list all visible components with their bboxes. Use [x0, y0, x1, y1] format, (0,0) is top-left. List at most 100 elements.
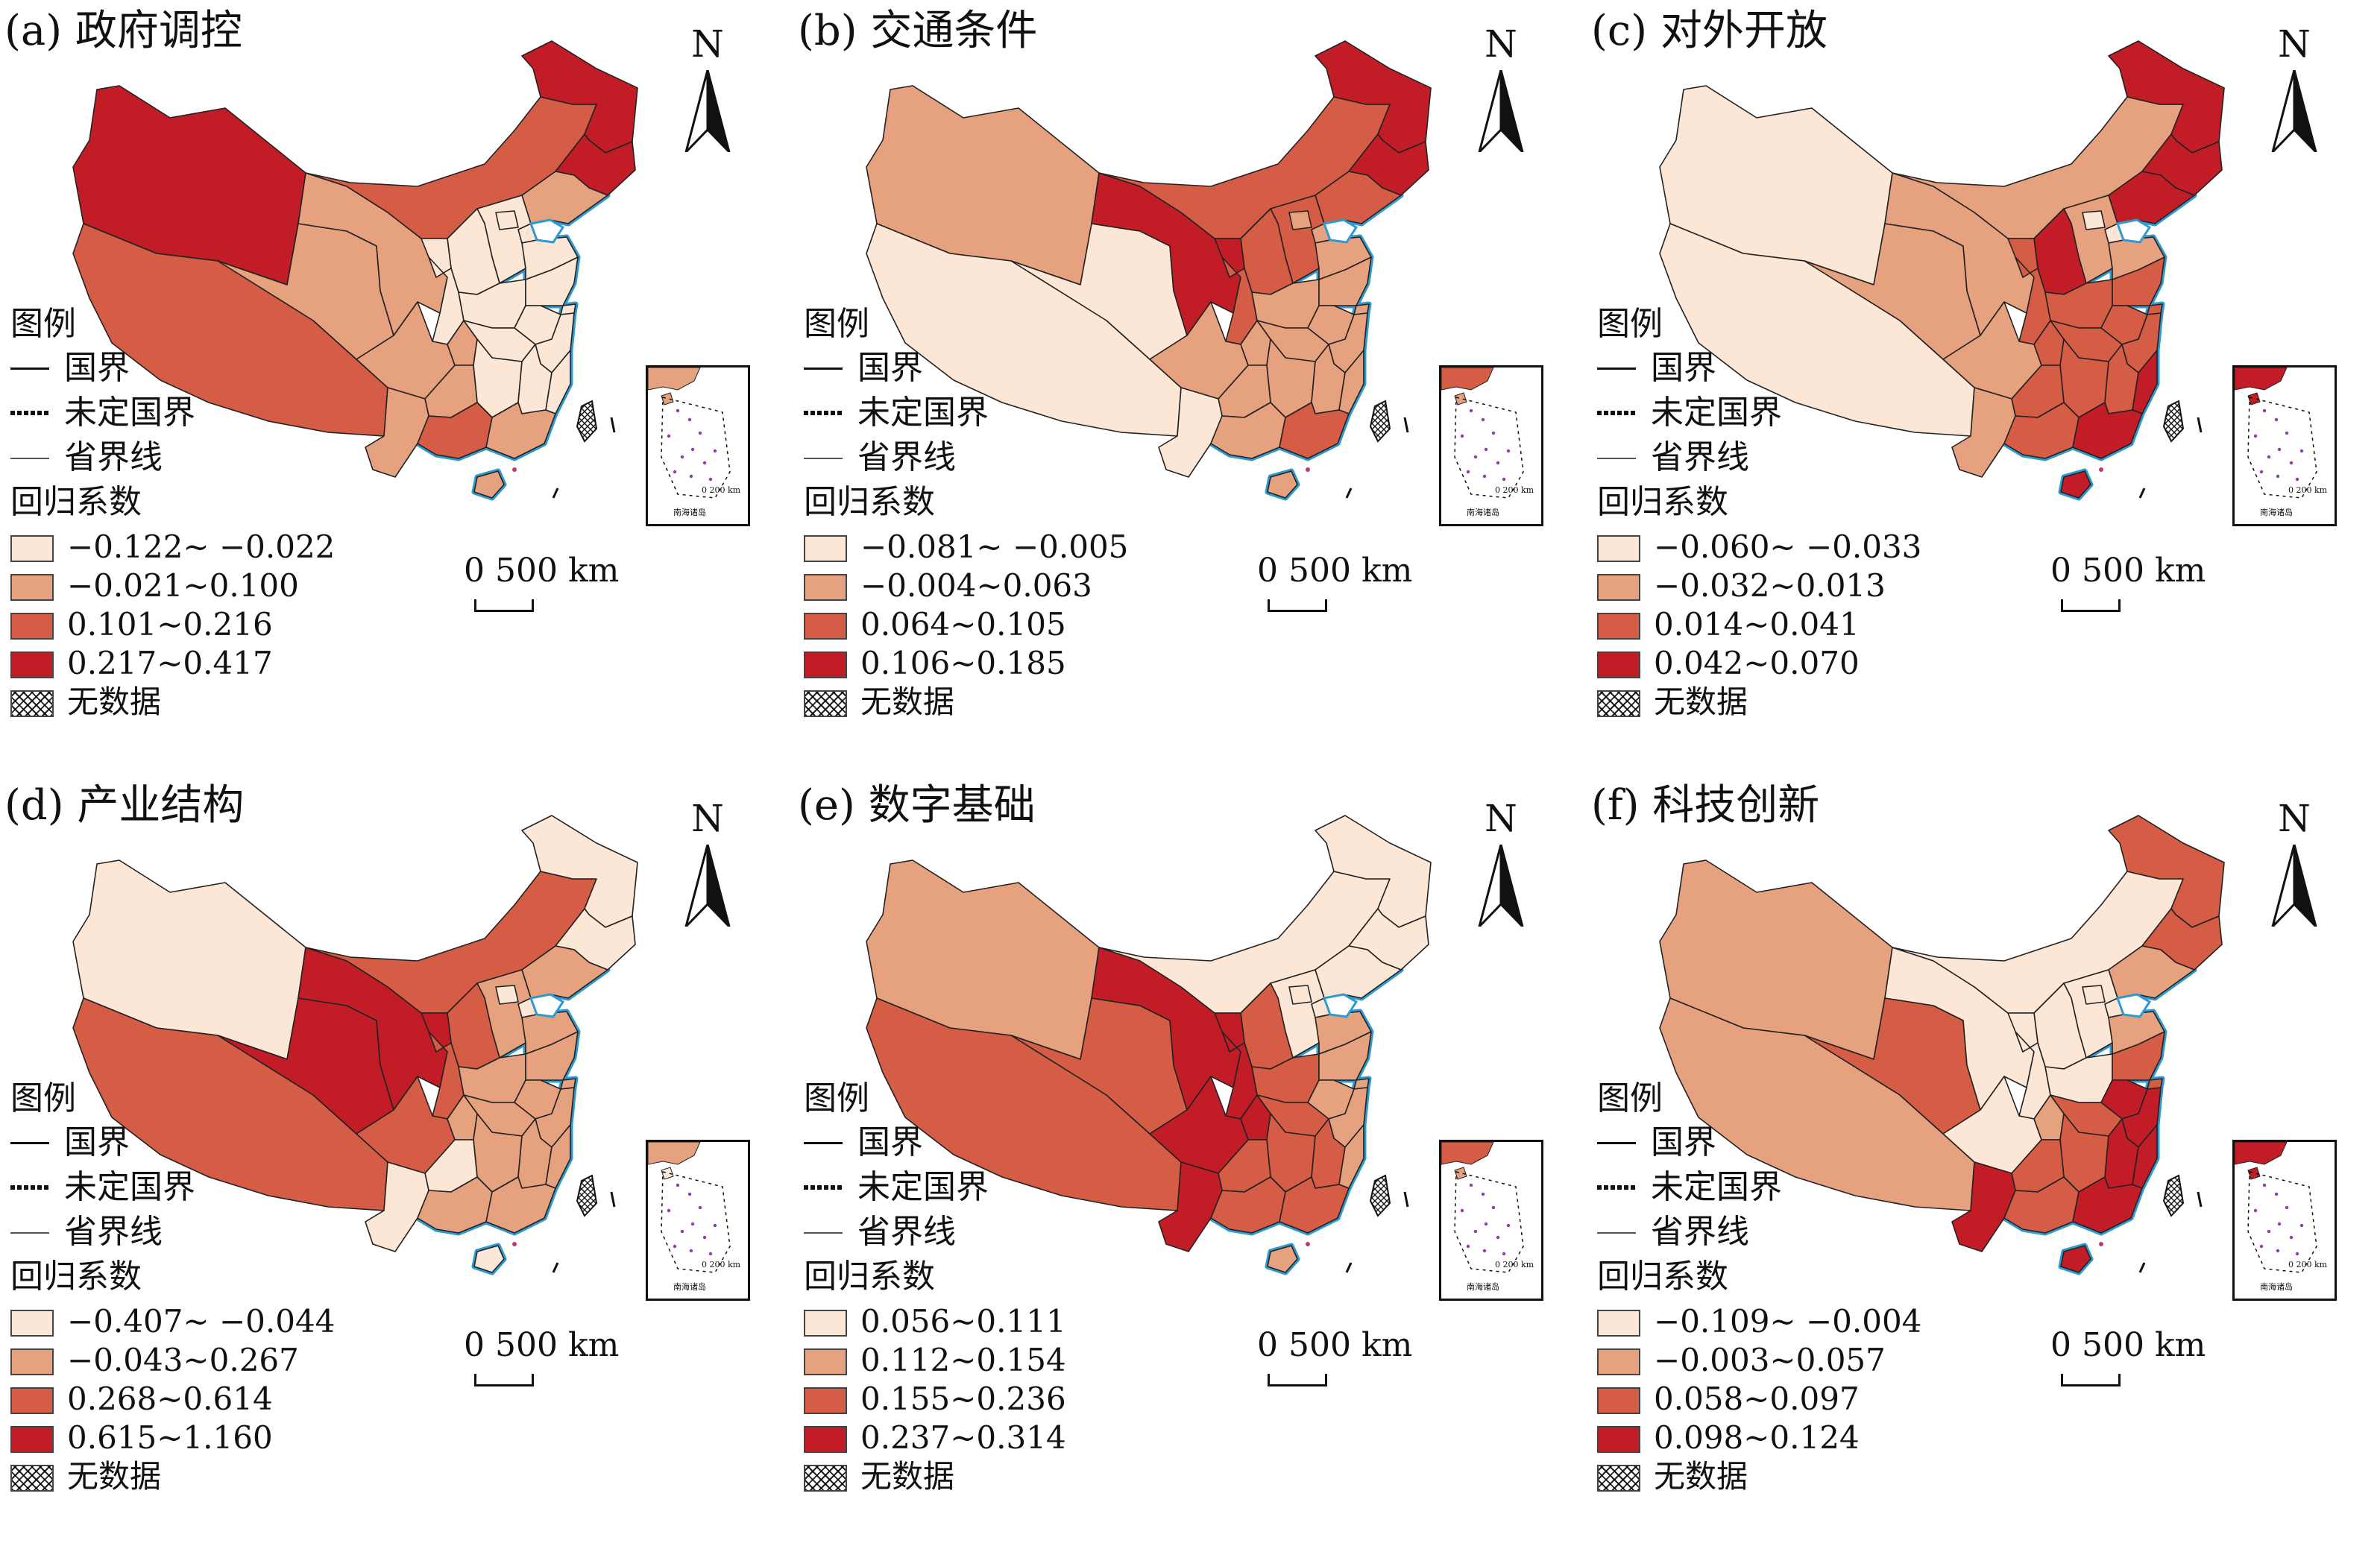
legend-class-1: −0.081~ −0.005 [804, 528, 1128, 567]
legend-class-label: −0.081~ −0.005 [860, 529, 1129, 565]
legend-class-2: −0.021~0.100 [10, 567, 335, 605]
line-symbol [10, 1142, 49, 1144]
province-fj [545, 1124, 571, 1189]
legend-swatch [1597, 613, 1640, 640]
legend-class-1: −0.060~ −0.033 [1597, 528, 1921, 567]
scale-bar: 0 500 km [2050, 552, 2206, 612]
boundary-dash [1403, 1191, 1409, 1208]
bohai-sea [2115, 218, 2152, 244]
legend-class-4: 0.615~1.160 [10, 1419, 335, 1457]
legend: 图例 国界 未定国界 省界线 回归系数 −0.081~ −0.005 −0.004~0.06… [804, 303, 1128, 722]
north-arrow: N [2267, 797, 2322, 927]
line-symbol [1597, 411, 1636, 415]
legend-class-label: 0.056~0.111 [860, 1303, 1066, 1340]
panel-title: (c) 对外开放 [1591, 7, 1828, 55]
legend-class-label: 0.106~0.185 [860, 645, 1066, 681]
north-arrow-icon [2271, 70, 2317, 152]
legend-title: 图例 [804, 305, 869, 343]
scale-label: 0 500 km [1257, 552, 1413, 590]
legend-swatch [1597, 574, 1640, 601]
scale-label: 0 500 km [464, 552, 620, 590]
choropleth-map [866, 815, 1432, 1275]
scale-label: 0 500 km [2050, 552, 2206, 590]
legend-swatch [10, 1426, 54, 1453]
north-arrow: N [1473, 22, 1529, 152]
boundary-dash [1345, 1262, 1353, 1273]
undetermined-border-item: 未定国界 [10, 1165, 335, 1210]
legend-swatch [1597, 1387, 1640, 1414]
legend-label: 省界线 [64, 438, 163, 476]
legend-no-data: 无数据 [804, 683, 1128, 722]
line-symbol [1597, 1232, 1636, 1234]
no-data-swatch [1597, 1465, 1640, 1492]
province-bj [1288, 210, 1312, 230]
boundary-dash [2197, 1191, 2203, 1208]
coefficient-title: 回归系数 [10, 483, 142, 521]
province-gd [1279, 402, 1350, 459]
coefficient-title: 回归系数 [1597, 483, 1728, 521]
choropleth-map [1659, 40, 2225, 501]
legend-class-label: 0.615~1.160 [67, 1419, 273, 1456]
legend-no-data: 无数据 [1597, 1457, 1921, 1496]
line-symbol [804, 411, 843, 415]
legend-title: 图例 [804, 1079, 869, 1117]
legend-class-3: 0.155~0.236 [804, 1380, 1066, 1419]
north-arrow-icon [1478, 70, 1524, 152]
legend-no-data: 无数据 [10, 683, 335, 722]
undetermined-border-item: 未定国界 [804, 1165, 1066, 1210]
north-arrow-icon [684, 70, 731, 152]
legend-class-label: −0.122~ −0.022 [67, 529, 336, 565]
scale-label: 0 500 km [464, 1326, 620, 1364]
legend-swatch [804, 613, 847, 640]
coefficient-title: 回归系数 [10, 1258, 142, 1296]
legend-class-label: 0.217~0.417 [67, 645, 273, 681]
legend: 图例 国界 未定国界 省界线 回归系数 −0.407~ −0.044 −0.043~0.26… [10, 1077, 335, 1496]
province-gd [1279, 1176, 1350, 1234]
legend-label: 未定国界 [1651, 394, 1782, 432]
legend-class-label: −0.060~ −0.033 [1654, 529, 1922, 565]
province-bj [2082, 985, 2106, 1005]
legend-class-1: −0.122~ −0.022 [10, 528, 335, 567]
inset-scale-label: 0 200 km [2288, 1260, 2328, 1269]
line-symbol [10, 367, 49, 370]
choropleth-map [72, 40, 638, 501]
provincial-border-item: 省界线 [1597, 435, 1921, 480]
legend-class-2: −0.043~0.267 [10, 1341, 335, 1380]
national-border-item: 国界 [1597, 346, 1921, 391]
legend-label: 无数据 [1654, 1458, 1748, 1495]
line-symbol [804, 1185, 843, 1190]
legend-swatch [10, 652, 54, 678]
provincial-border-item: 省界线 [804, 435, 1128, 480]
legend-class-label: −0.004~0.063 [860, 567, 1092, 604]
scale-line [2061, 1374, 2121, 1386]
legend-class-2: 0.112~0.154 [804, 1341, 1066, 1380]
no-data-swatch [10, 690, 54, 717]
province-bj [495, 985, 519, 1005]
legend-class-label: 0.268~0.614 [67, 1381, 273, 1417]
legend-label: 省界线 [1651, 1213, 1749, 1251]
legend: 图例 国界 未定国界 省界线 回归系数 −0.109~ −0.004 −0.003~0.05… [1597, 1077, 1921, 1496]
boundary-dash [1403, 417, 1409, 433]
no-data-swatch [10, 1465, 54, 1492]
south-china-sea-inset: 0 200 km 南海诸岛 [646, 1140, 750, 1301]
legend-class-2: −0.003~0.057 [1597, 1341, 1921, 1380]
line-symbol [1597, 458, 1636, 459]
province-hi [2060, 1245, 2091, 1273]
no-data-region [576, 1174, 598, 1217]
inset-caption: 南海诸岛 [673, 508, 706, 517]
boundary-dash [2138, 1262, 2146, 1273]
legend-label: 无数据 [1654, 684, 1748, 720]
boundary-dash [552, 488, 559, 499]
legend-class-label: −0.003~0.057 [1654, 1342, 1886, 1378]
province-bj [2082, 210, 2106, 230]
north-label: N [691, 22, 724, 66]
line-symbol [804, 1232, 843, 1234]
province-fj [2132, 350, 2158, 414]
legend-swatch [804, 1387, 847, 1414]
legend-swatch [804, 1426, 847, 1453]
panel-title: (b) 交通条件 [798, 7, 1038, 55]
legend-label: 无数据 [860, 1458, 955, 1495]
provincial-border-item: 省界线 [10, 435, 335, 480]
legend-class-1: 0.056~0.111 [804, 1302, 1066, 1341]
inset-caption: 南海诸岛 [1467, 1282, 1499, 1292]
